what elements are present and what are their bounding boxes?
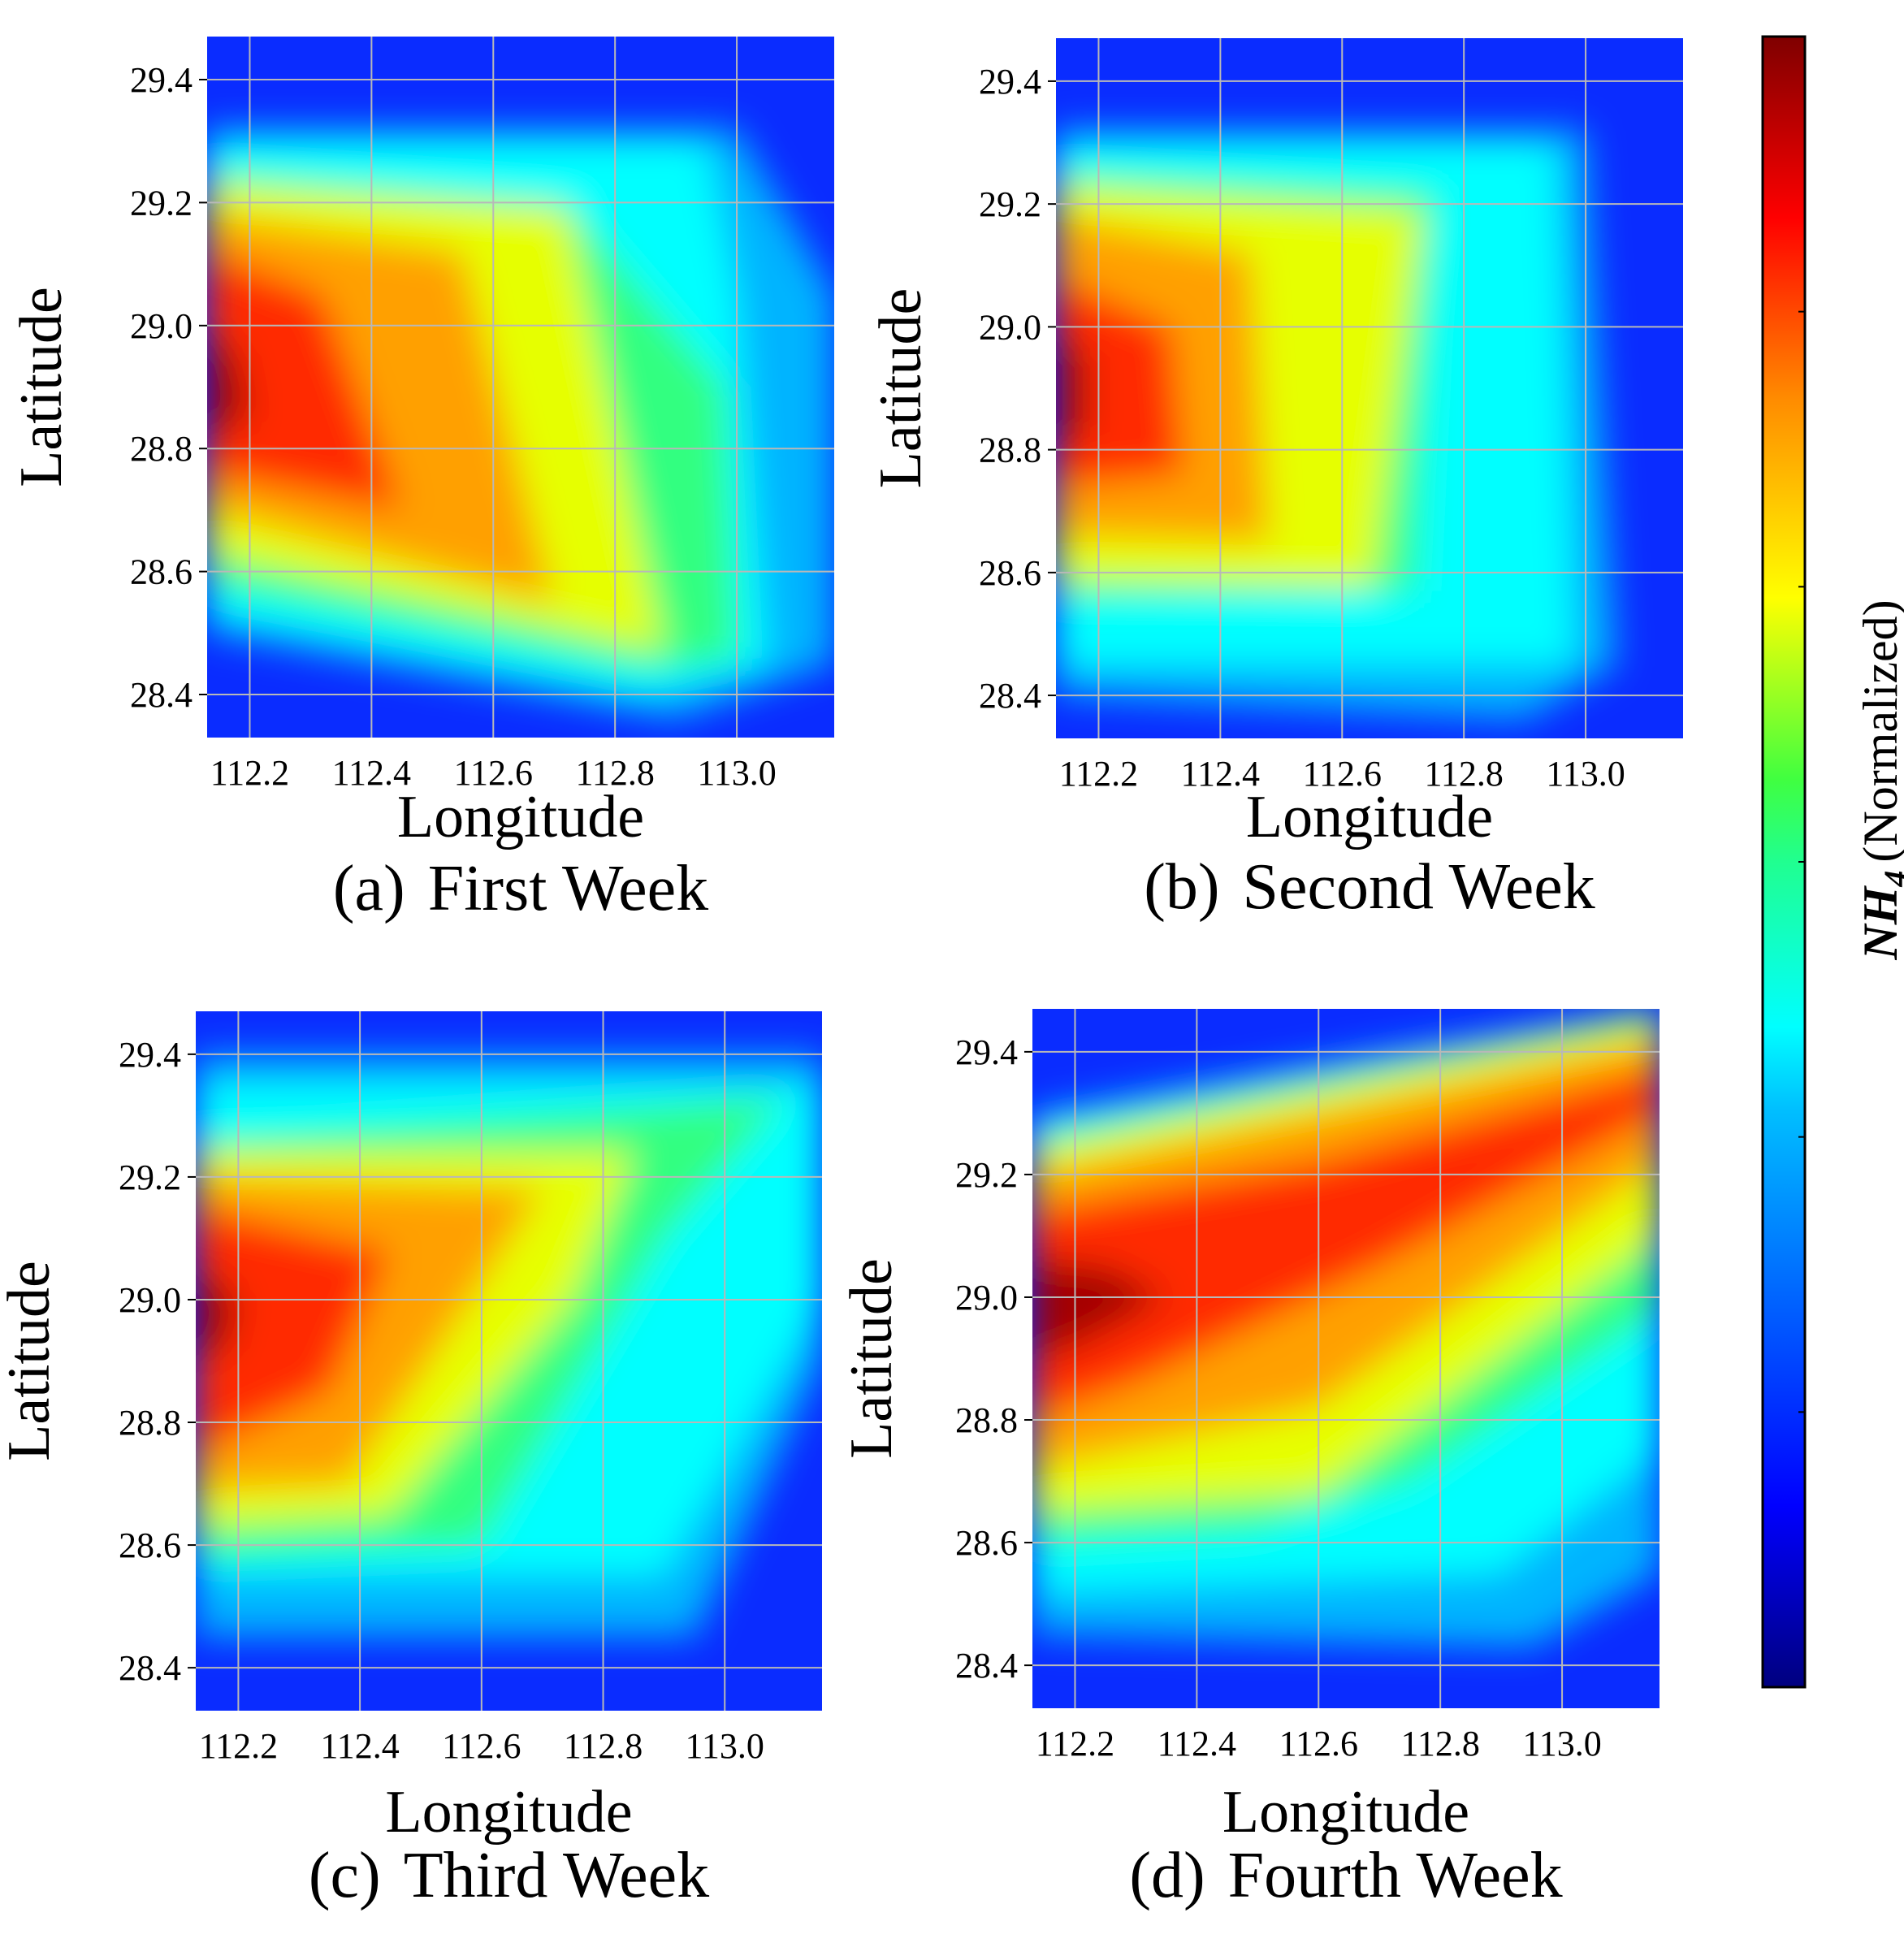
caption-letter: (c) (309, 1840, 381, 1911)
x-tick-label: 112.6 (442, 1726, 521, 1766)
x-tick-label: 112.4 (1181, 754, 1260, 794)
x-tick-label: 112.8 (575, 753, 654, 793)
y-tick-label: 29.2 (130, 183, 193, 223)
heatmap-field (1032, 1009, 1660, 1708)
x-tick-label: 112.2 (1059, 754, 1138, 794)
y-axis-label: Latitude (838, 1258, 905, 1459)
caption-letter: (d) (1129, 1840, 1205, 1911)
x-tick-label: 113.0 (697, 753, 776, 793)
x-tick-label: 113.0 (1546, 754, 1625, 794)
y-tick-label: 28.8 (979, 431, 1041, 470)
x-tick-label: 113.0 (686, 1726, 764, 1766)
contour-level-7 (1032, 1260, 1166, 1359)
heatmap-field (1056, 38, 1683, 738)
y-tick-label: 28.4 (119, 1648, 181, 1688)
y-axis-label: Latitude (0, 1261, 63, 1461)
x-axis-label: Longitude (385, 1779, 632, 1846)
caption-title: Third Week (404, 1840, 709, 1911)
y-tick-label: 28.4 (130, 675, 193, 715)
contour-level-7 (196, 1262, 239, 1361)
colorbar-label: NH4(Normalized) (1854, 599, 1904, 960)
x-tick-label: 112.6 (454, 753, 533, 793)
x-tick-label: 113.0 (1522, 1724, 1601, 1763)
y-tick-label: 29.4 (979, 62, 1041, 102)
heatmap-contours (1032, 1009, 1660, 1647)
caption-title: Second Week (1243, 851, 1595, 923)
x-tick-label: 112.2 (1036, 1724, 1114, 1763)
caption-title: First Week (428, 853, 708, 924)
y-tick-label: 29.0 (119, 1280, 181, 1320)
x-tick-label: 112.6 (1303, 754, 1382, 794)
x-tick-label: 112.2 (210, 753, 289, 793)
y-tick-label: 28.8 (130, 429, 193, 469)
x-tick-label: 112.2 (199, 1726, 278, 1766)
heatmap-field (207, 37, 834, 738)
y-tick-label: 28.8 (955, 1400, 1018, 1440)
y-tick-label: 28.6 (119, 1525, 181, 1565)
caption-letter: (b) (1144, 851, 1219, 923)
y-tick-label: 29.2 (119, 1158, 181, 1197)
x-tick-label: 112.4 (320, 1726, 399, 1766)
y-tick-label: 28.6 (130, 552, 193, 592)
panel-caption: (a) First Week (333, 853, 708, 924)
x-tick-label: 112.8 (1424, 754, 1503, 794)
y-tick-label: 29.2 (955, 1155, 1018, 1195)
panel-caption: (b) Second Week (1144, 851, 1595, 923)
x-tick-label: 112.8 (564, 1726, 643, 1766)
colorbar-gradient (1761, 35, 1807, 1689)
heatmap-panel-a: 112.2 112.4 112.6 112.8 113.0 28.4 28.6 28.8 29.… (8, 37, 834, 924)
y-tick-label: 28.8 (119, 1403, 181, 1443)
contour-level-6 (1056, 277, 1184, 487)
x-tick-label: 112.4 (1158, 1724, 1236, 1763)
x-tick-label: 112.6 (1279, 1724, 1358, 1763)
contour-level-7 (1056, 327, 1087, 450)
y-tick-label: 29.0 (955, 1278, 1018, 1318)
heatmap-contours (207, 128, 834, 720)
y-tick-label: 28.6 (955, 1523, 1018, 1563)
contour-level-6 (1032, 1070, 1660, 1420)
y-tick-label: 29.4 (119, 1035, 181, 1075)
y-tick-label: 28.4 (955, 1646, 1018, 1686)
heatmap-panel-d: 112.2 112.4 112.6 112.8 113.0 28.4 28.6 28.8 29.… (838, 1009, 1660, 1911)
y-tick-label: 29.0 (979, 307, 1041, 347)
heatmap-contours (1056, 130, 1616, 721)
contour-level-7 (207, 325, 250, 437)
heatmap-contours (196, 1054, 822, 1638)
contour-level-6 (196, 1207, 391, 1453)
y-tick-label: 29.2 (979, 184, 1041, 224)
x-axis-label: Longitude (1222, 1779, 1469, 1846)
y-tick-label: 28.6 (979, 553, 1041, 593)
y-tick-label: 29.4 (130, 60, 193, 100)
heatmap-panel-b: 112.2 112.4 112.6 112.8 113.0 28.4 28.6 28.8 29.… (868, 38, 1683, 923)
x-tick-label: 112.4 (332, 753, 411, 793)
y-axis-label: Latitude (8, 287, 75, 487)
caption-title: Fourth Week (1228, 1840, 1563, 1911)
heatmap-field (196, 1011, 822, 1711)
y-tick-label: 28.4 (979, 676, 1041, 716)
heatmap-panel-c: 112.2 112.4 112.6 112.8 113.0 28.4 28.6 28.8 29.… (0, 1011, 822, 1911)
x-axis-label: Longitude (397, 784, 644, 850)
y-tick-label: 29.0 (130, 306, 193, 346)
panel-caption: (c) Third Week (309, 1840, 709, 1911)
panel-caption: (d) Fourth Week (1129, 1840, 1562, 1911)
colorbar: NH4(Normalized) (1761, 35, 1904, 1689)
caption-letter: (a) (333, 853, 405, 924)
y-tick-label: 29.4 (955, 1032, 1018, 1072)
x-tick-label: 112.8 (1400, 1724, 1479, 1763)
x-axis-label: Longitude (1246, 784, 1493, 850)
y-axis-label: Latitude (868, 288, 934, 489)
contour-level-6 (207, 252, 402, 510)
